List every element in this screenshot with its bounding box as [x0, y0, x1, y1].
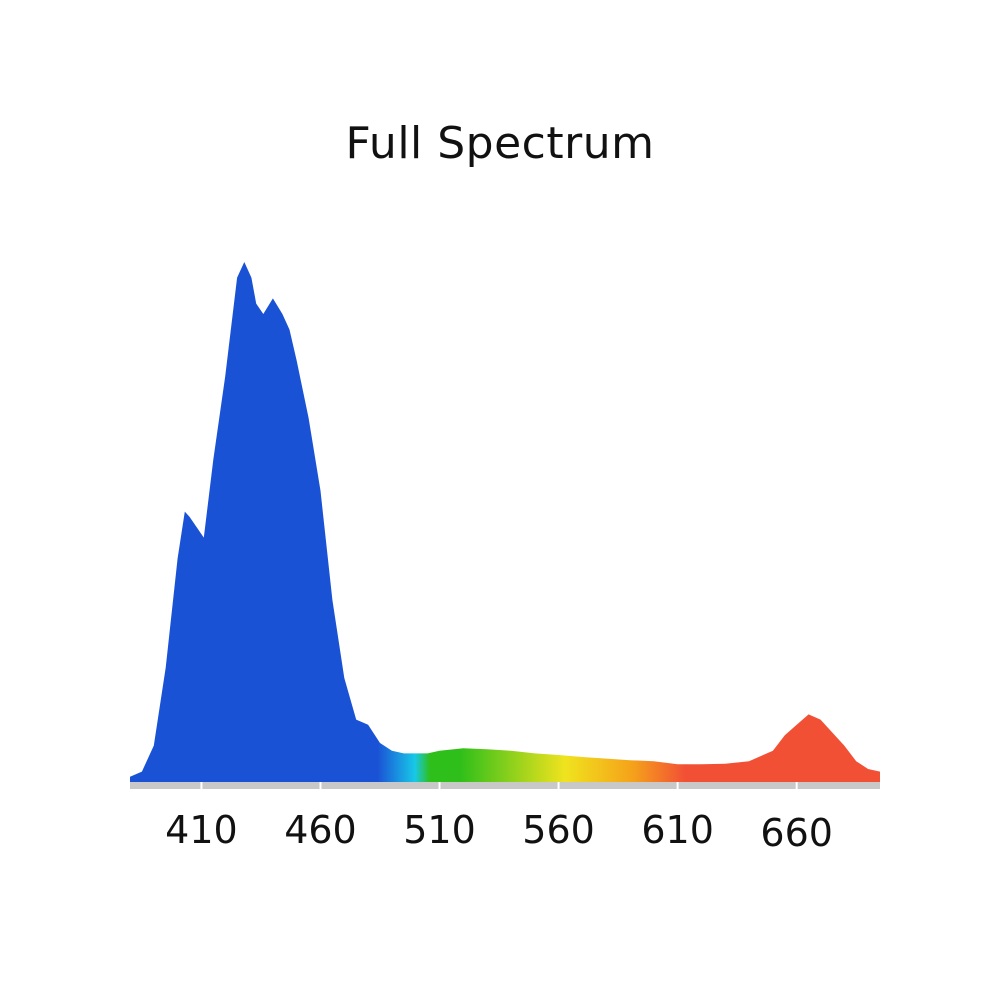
x-axis-line: [130, 782, 880, 789]
x-tick-label: 510: [403, 808, 476, 852]
spectrum-area: [130, 262, 880, 782]
chart-title: Full Spectrum: [345, 118, 655, 169]
x-tick-label: 660: [760, 811, 833, 855]
x-tick-label: 610: [641, 808, 714, 852]
x-tick-label: 460: [284, 808, 357, 852]
x-tick-label: 410: [165, 808, 238, 852]
x-tick-label: 560: [522, 808, 595, 852]
